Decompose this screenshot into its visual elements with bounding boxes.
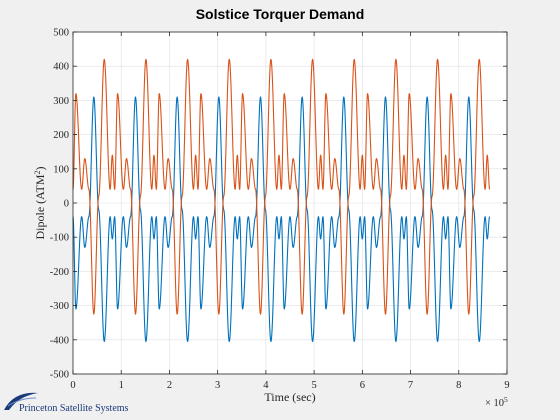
y-axis-label: Dipole (ATM2) xyxy=(33,167,48,240)
series-layer xyxy=(72,58,491,343)
logo-text: Princeton Satellite Systems xyxy=(19,403,129,414)
x-tick-label: 7 xyxy=(408,380,413,391)
y-tick-label: 400 xyxy=(53,62,69,73)
y-axis-label-superscript: 2 xyxy=(33,171,42,175)
x-axis-exponent: × 105 xyxy=(485,395,508,410)
series-line-2 xyxy=(72,58,491,315)
x-exponent-power: 5 xyxy=(504,395,508,404)
tick-marks xyxy=(72,31,508,375)
y-tick-label: 500 xyxy=(53,28,69,39)
x-tick-label: 9 xyxy=(504,380,509,391)
x-tick-label: 6 xyxy=(360,380,365,391)
x-tick-label: 3 xyxy=(215,380,220,391)
x-tick-label: 4 xyxy=(263,380,269,391)
y-tick-label: -500 xyxy=(50,370,69,381)
series-line-1 xyxy=(72,96,491,343)
y-tick-label: 100 xyxy=(53,164,69,175)
x-tick-label: 1 xyxy=(119,380,124,391)
tick-labels: 0 1 2 3 4 5 6 7 8 9 -500 -400 -300 -200 -100 0 100 200 300… xyxy=(50,28,510,392)
chart-title: Solstice Torquer Demand xyxy=(196,6,365,22)
y-tick-label: -100 xyxy=(50,233,69,244)
y-tick-label: 300 xyxy=(53,96,69,107)
x-tick-label: 2 xyxy=(167,380,172,391)
y-tick-label: 0 xyxy=(64,199,69,210)
logo-orbit-icon xyxy=(7,397,37,407)
x-tick-label: 8 xyxy=(456,380,461,391)
y-axis-label-main: Dipole (ATM xyxy=(33,174,47,239)
y-tick-label: -300 xyxy=(50,301,69,312)
y-tick-label: -400 xyxy=(50,335,69,346)
y-tick-label: -200 xyxy=(50,267,69,278)
x-exponent-base: × 10 xyxy=(485,398,504,409)
y-axis-label-end: ) xyxy=(33,167,47,171)
x-tick-label: 5 xyxy=(311,380,316,391)
y-tick-label: 200 xyxy=(53,130,69,141)
x-axis-label: Time (sec) xyxy=(264,390,315,404)
x-tick-label: 0 xyxy=(70,380,75,391)
princeton-logo: Princeton Satellite Systems xyxy=(4,392,129,414)
logo-swoosh-icon xyxy=(4,392,38,410)
